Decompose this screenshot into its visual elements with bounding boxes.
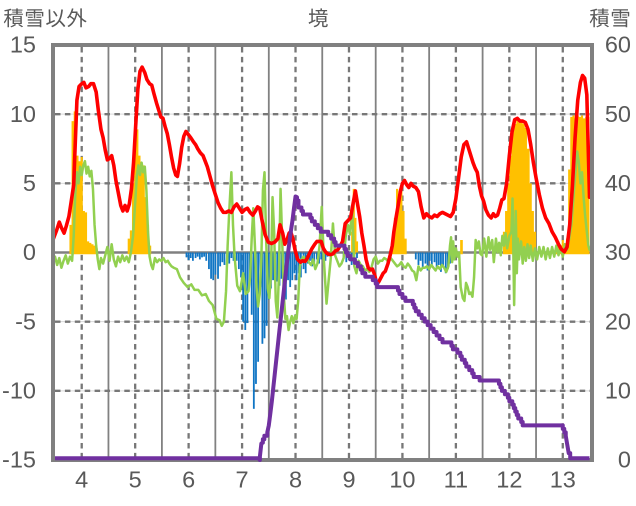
svg-text:50: 50 — [605, 101, 631, 127]
svg-text:30: 30 — [605, 239, 631, 265]
svg-text:5: 5 — [23, 170, 36, 196]
svg-text:10: 10 — [389, 467, 415, 493]
svg-text:0: 0 — [618, 447, 631, 473]
svg-text:4: 4 — [75, 467, 88, 493]
svg-text:-5: -5 — [15, 308, 36, 334]
svg-text:60: 60 — [605, 32, 631, 58]
svg-text:12: 12 — [496, 467, 522, 493]
svg-text:10: 10 — [605, 378, 631, 404]
svg-text:13: 13 — [550, 467, 576, 493]
svg-text:11: 11 — [444, 467, 468, 493]
svg-text:9: 9 — [342, 467, 355, 493]
svg-text:40: 40 — [605, 170, 631, 196]
svg-text:10: 10 — [10, 101, 36, 127]
svg-text:-15: -15 — [2, 447, 36, 473]
svg-text:0: 0 — [23, 239, 36, 265]
svg-text:20: 20 — [605, 308, 631, 334]
svg-text:7: 7 — [236, 467, 249, 493]
svg-text:-10: -10 — [2, 378, 36, 404]
svg-text:6: 6 — [182, 467, 195, 493]
svg-text:8: 8 — [289, 467, 302, 493]
svg-text:5: 5 — [129, 467, 142, 493]
svg-text:15: 15 — [10, 32, 36, 58]
